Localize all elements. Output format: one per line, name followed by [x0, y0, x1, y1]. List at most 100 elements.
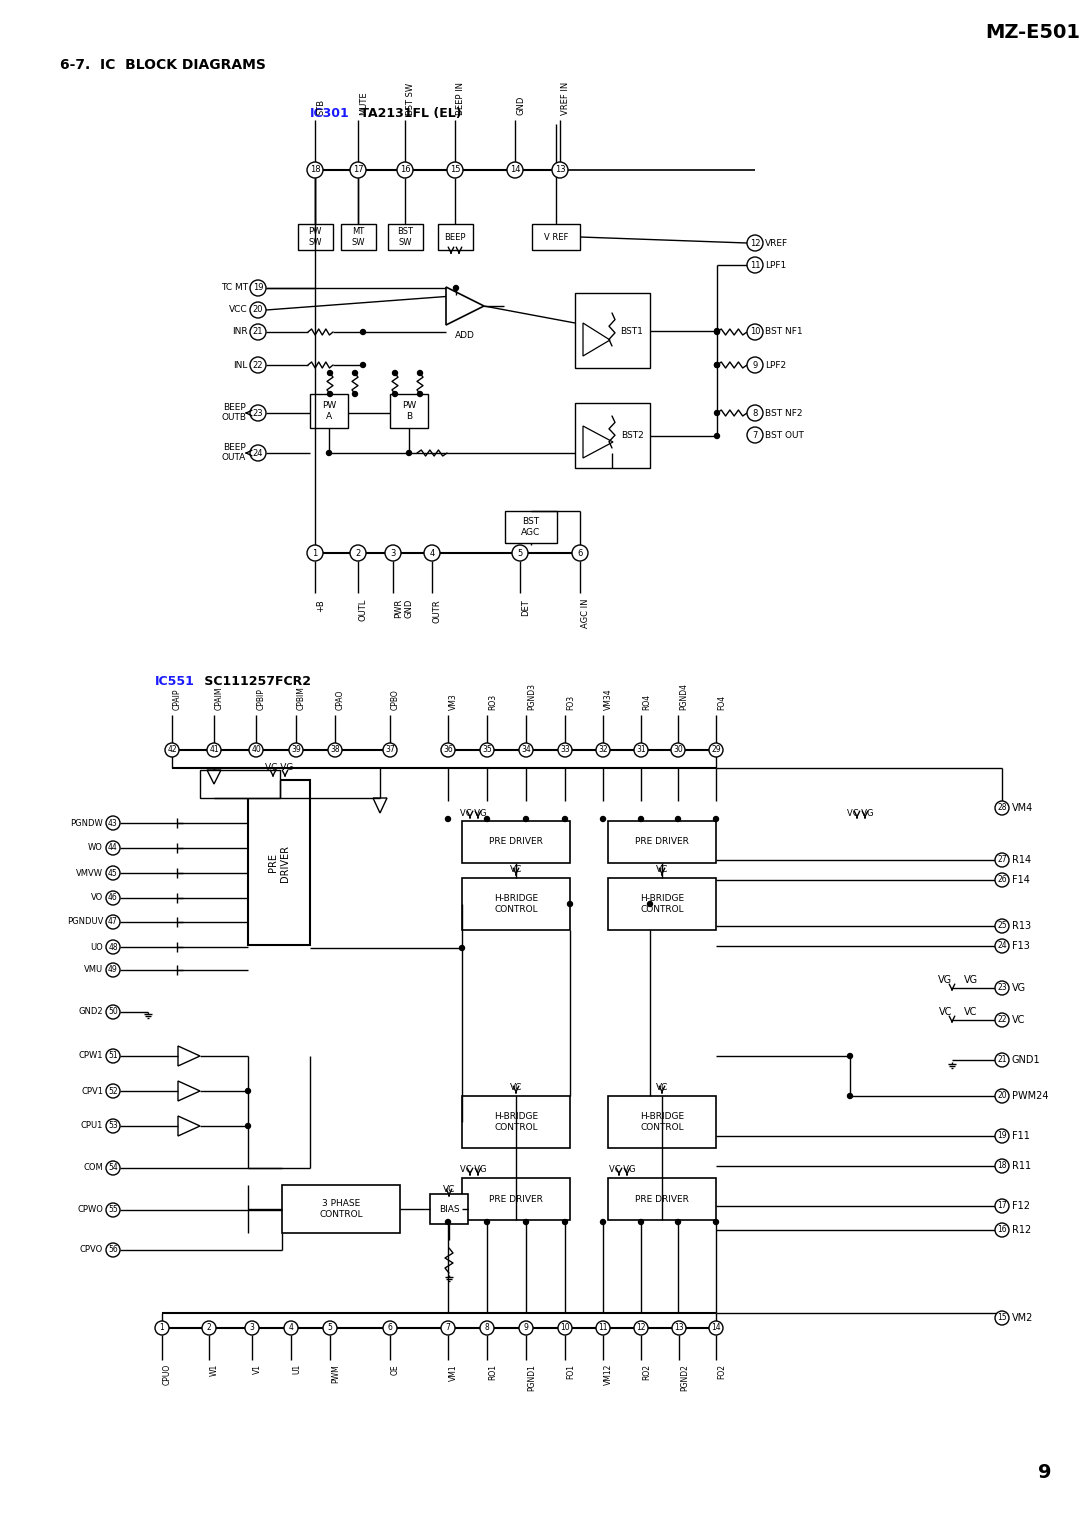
- Circle shape: [995, 1089, 1009, 1103]
- Text: 52: 52: [108, 1086, 118, 1096]
- Text: OUTR: OUTR: [433, 599, 442, 622]
- Text: 14: 14: [510, 165, 521, 174]
- Text: PWM24: PWM24: [1012, 1091, 1049, 1102]
- Bar: [462, 821, 570, 863]
- Text: 6: 6: [388, 1323, 392, 1332]
- Circle shape: [638, 816, 644, 822]
- Circle shape: [106, 963, 120, 976]
- Text: F12: F12: [1012, 1201, 1030, 1212]
- Text: VC: VC: [510, 1083, 523, 1093]
- Text: 21: 21: [253, 327, 264, 336]
- Circle shape: [383, 743, 397, 756]
- Text: CPAIM: CPAIM: [215, 686, 224, 711]
- Text: VM12: VM12: [604, 1365, 613, 1386]
- Circle shape: [245, 1322, 259, 1335]
- Text: FO1: FO1: [566, 1365, 575, 1378]
- Text: FO2: FO2: [717, 1365, 726, 1378]
- Text: 42: 42: [167, 746, 177, 755]
- Circle shape: [995, 1053, 1009, 1067]
- Text: MT
SW: MT SW: [351, 228, 365, 246]
- Text: 19: 19: [997, 1132, 1007, 1140]
- Text: BST
AGC: BST AGC: [522, 518, 541, 536]
- Circle shape: [165, 743, 179, 756]
- Text: OE: OE: [391, 1365, 400, 1375]
- Text: BST NF2: BST NF2: [765, 408, 802, 417]
- Circle shape: [563, 816, 567, 822]
- Text: PWR
GND: PWR GND: [394, 599, 414, 619]
- Circle shape: [524, 1219, 528, 1224]
- Text: 7: 7: [753, 431, 758, 440]
- Circle shape: [441, 1322, 455, 1335]
- Circle shape: [350, 162, 366, 177]
- Text: 49: 49: [108, 966, 118, 975]
- Text: R11: R11: [1012, 1161, 1031, 1170]
- Text: VC: VC: [656, 865, 669, 874]
- Text: 29: 29: [712, 746, 720, 755]
- Text: 39: 39: [292, 746, 301, 755]
- Circle shape: [106, 1203, 120, 1216]
- Circle shape: [350, 545, 366, 561]
- Text: LPF2: LPF2: [765, 361, 786, 370]
- Circle shape: [995, 1013, 1009, 1027]
- Text: 18: 18: [310, 165, 321, 174]
- Text: 1: 1: [160, 1323, 164, 1332]
- Text: 54: 54: [108, 1163, 118, 1172]
- Text: PRE DRIVER: PRE DRIVER: [635, 1195, 689, 1204]
- Text: 8: 8: [753, 408, 758, 417]
- Text: BST2: BST2: [621, 431, 644, 440]
- Circle shape: [715, 330, 719, 335]
- Text: U1: U1: [292, 1365, 301, 1374]
- Text: +B: +B: [316, 599, 325, 611]
- Text: 40: 40: [252, 746, 261, 755]
- Text: MUTE: MUTE: [359, 92, 368, 115]
- Circle shape: [596, 743, 610, 756]
- Text: PGNDW: PGNDW: [70, 819, 103, 828]
- Circle shape: [106, 915, 120, 929]
- Circle shape: [106, 1161, 120, 1175]
- Text: 38: 38: [330, 746, 340, 755]
- Circle shape: [519, 1322, 534, 1335]
- Bar: [608, 1096, 716, 1148]
- Circle shape: [352, 391, 357, 396]
- Bar: [608, 821, 716, 863]
- Circle shape: [715, 362, 719, 368]
- Circle shape: [708, 1322, 723, 1335]
- Text: 50: 50: [108, 1007, 118, 1016]
- Text: 14: 14: [712, 1323, 720, 1332]
- Circle shape: [715, 434, 719, 439]
- Text: CPBIP: CPBIP: [257, 688, 266, 711]
- Text: VO: VO: [91, 894, 103, 903]
- Text: 12: 12: [750, 238, 760, 248]
- Text: RO4: RO4: [642, 694, 651, 711]
- Text: CPU1: CPU1: [81, 1122, 103, 1131]
- Text: VREF IN: VREF IN: [561, 83, 570, 115]
- Text: 11: 11: [750, 260, 760, 269]
- Text: TA2131FL (EL): TA2131FL (EL): [356, 107, 461, 121]
- Text: 21: 21: [997, 1056, 1007, 1065]
- Text: PGNDUV: PGNDUV: [67, 917, 103, 926]
- Text: 2: 2: [355, 549, 361, 558]
- Text: R13: R13: [1012, 921, 1031, 931]
- Text: VC VG: VC VG: [847, 808, 874, 817]
- Text: VMU: VMU: [84, 966, 103, 975]
- Text: H-BRIDGE
CONTROL: H-BRIDGE CONTROL: [640, 1112, 684, 1132]
- Text: LPF1: LPF1: [765, 260, 786, 269]
- Text: 8: 8: [485, 1323, 489, 1332]
- Bar: [438, 225, 473, 251]
- Circle shape: [384, 545, 401, 561]
- Circle shape: [634, 743, 648, 756]
- Bar: [341, 225, 376, 251]
- Text: VM1: VM1: [449, 1365, 458, 1381]
- Circle shape: [418, 391, 422, 396]
- Circle shape: [106, 1050, 120, 1063]
- Circle shape: [106, 1005, 120, 1019]
- Bar: [462, 1178, 570, 1219]
- Text: 22: 22: [253, 361, 264, 370]
- Circle shape: [392, 370, 397, 376]
- Text: PGND2: PGND2: [680, 1365, 689, 1390]
- Circle shape: [714, 816, 718, 822]
- Circle shape: [326, 451, 332, 455]
- Text: 35: 35: [482, 746, 491, 755]
- Text: VC: VC: [656, 1083, 669, 1093]
- Text: VC: VC: [443, 1186, 455, 1195]
